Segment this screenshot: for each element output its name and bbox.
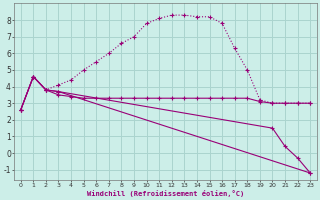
X-axis label: Windchill (Refroidissement éolien,°C): Windchill (Refroidissement éolien,°C) — [87, 190, 244, 197]
